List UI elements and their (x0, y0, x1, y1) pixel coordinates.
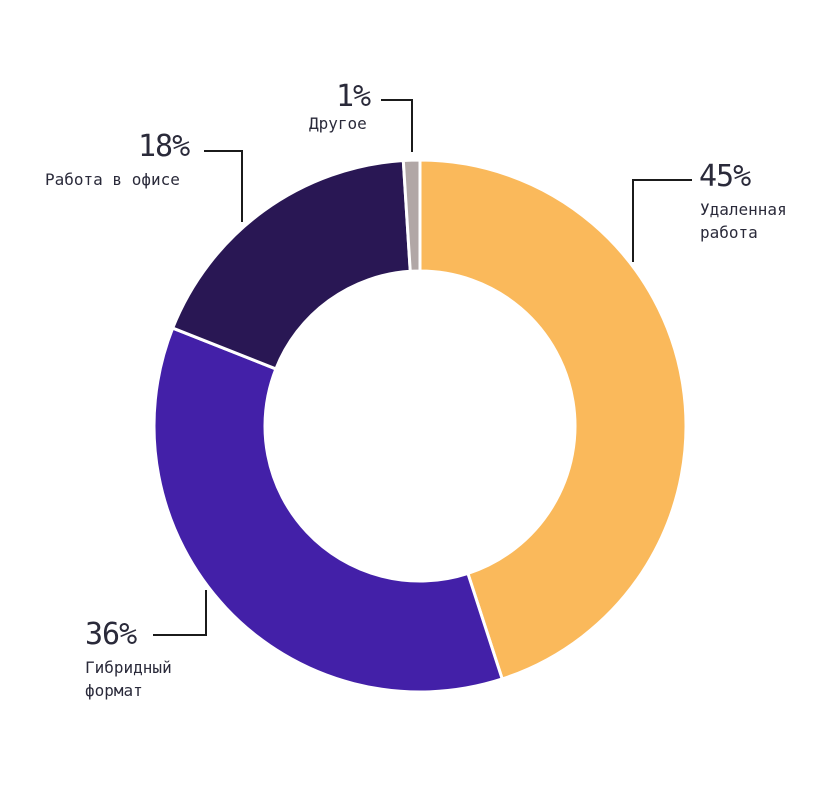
slice-value-label-remote: 45% (699, 159, 751, 194)
slice-value-label-office: 18% (138, 129, 190, 164)
slice-category-label-office: Работа в офисе (45, 170, 180, 189)
callout-line-remote (632, 179, 692, 262)
slice-category-label-other: Другое (309, 114, 367, 133)
slice-category-label-remote-line2: работа (700, 223, 758, 242)
slice-value-label-hybrid: 36% (85, 617, 137, 652)
donut-slice-remote (418, 158, 688, 681)
slice-category-label-hybrid-line2: формат (85, 681, 143, 700)
callout-lines (153, 99, 692, 636)
slice-category-label-remote-line1: Удаленная (700, 200, 787, 219)
callout-line-other (381, 99, 413, 152)
slice-value-label-other: 1% (336, 79, 371, 114)
callout-line-office (204, 150, 243, 222)
donut-slice-hybrid (152, 326, 504, 694)
donut-slice-office (171, 159, 412, 371)
donut-slice-other (401, 158, 422, 273)
donut-slices (152, 158, 688, 694)
slice-category-label-hybrid-line1: Гибридный (85, 658, 172, 677)
callout-line-hybrid (153, 590, 207, 636)
